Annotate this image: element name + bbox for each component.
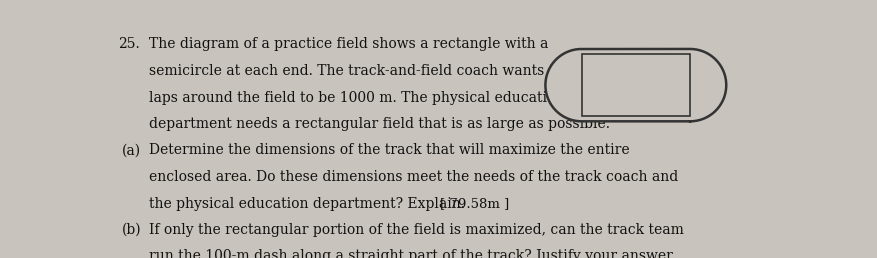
Text: [ 79.58m ]: [ 79.58m ] (440, 197, 510, 210)
Text: (a): (a) (122, 143, 141, 157)
Text: If only the rectangular portion of the field is maximized, can the track team: If only the rectangular portion of the f… (149, 223, 684, 237)
Text: department needs a rectangular field that is as large as possible.: department needs a rectangular field tha… (149, 117, 610, 131)
Text: The diagram of a practice field shows a rectangle with a: The diagram of a practice field shows a … (149, 37, 548, 51)
Text: enclosed area. Do these dimensions meet the needs of the track coach and: enclosed area. Do these dimensions meet … (149, 170, 678, 184)
Polygon shape (545, 49, 726, 121)
Text: semicircle at each end. The track-and-field coach wants two: semicircle at each end. The track-and-fi… (149, 64, 574, 78)
Text: (b): (b) (122, 223, 141, 237)
Text: 25.: 25. (118, 37, 139, 51)
Text: run the 100-m dash along a straight part of the track? Justify your answer.: run the 100-m dash along a straight part… (149, 249, 675, 258)
Text: Determine the dimensions of the track that will maximize the entire: Determine the dimensions of the track th… (149, 143, 630, 157)
Text: the physical education department? Explain.: the physical education department? Expla… (149, 197, 465, 211)
Text: laps around the field to be 1000 m. The physical education: laps around the field to be 1000 m. The … (149, 91, 565, 104)
Bar (581, 54, 690, 116)
